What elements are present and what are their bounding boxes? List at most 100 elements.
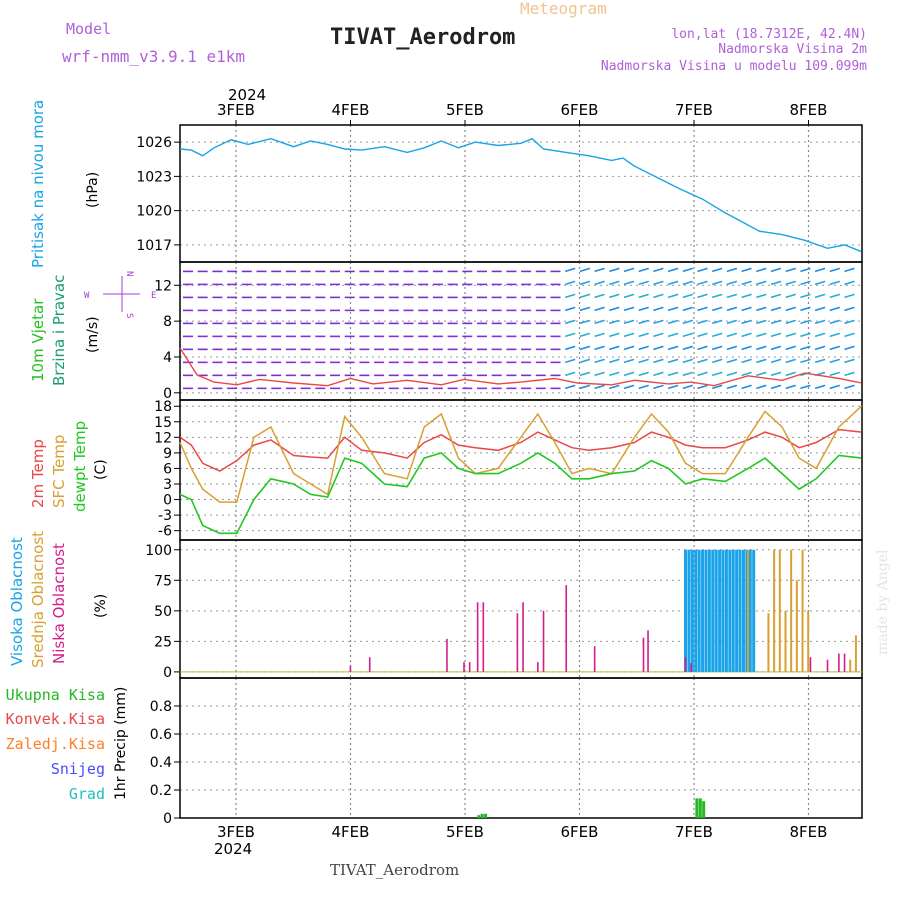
cloud-bar bbox=[707, 549, 711, 672]
wind-barb bbox=[697, 384, 708, 390]
wind-barb bbox=[829, 267, 841, 273]
wind-barb bbox=[785, 332, 796, 338]
y-tick-label: 100 bbox=[145, 543, 172, 559]
wind-barb bbox=[829, 293, 841, 299]
wind-barb bbox=[579, 332, 591, 338]
y-tick-label: 9 bbox=[163, 446, 172, 462]
y-tick-label: 8 bbox=[163, 314, 172, 330]
y-tick-label: 18 bbox=[154, 399, 172, 415]
compass-w: W bbox=[84, 291, 90, 301]
wind-barb bbox=[697, 345, 708, 351]
y-tick-label: 0.8 bbox=[150, 699, 172, 715]
wind-barb bbox=[756, 358, 767, 364]
wind-barb bbox=[623, 358, 635, 364]
wind-barb bbox=[653, 319, 664, 325]
precip-bar bbox=[702, 801, 706, 818]
y-tick-label: 0 bbox=[163, 665, 172, 681]
wind-barb bbox=[741, 358, 752, 364]
wind-barb bbox=[594, 358, 605, 364]
wind-barb bbox=[564, 345, 576, 351]
wind-barb bbox=[653, 332, 664, 338]
wind-barb bbox=[609, 319, 620, 325]
wind-barb bbox=[711, 280, 723, 286]
wind-barb bbox=[594, 371, 605, 377]
subtitle: Meteogram bbox=[520, 0, 607, 18]
wind-barb bbox=[814, 332, 826, 338]
wind-barb bbox=[594, 293, 605, 299]
year-top: 2024 bbox=[228, 86, 266, 104]
cloud-bar bbox=[476, 602, 479, 672]
wind-barb bbox=[844, 267, 855, 273]
wind-barb bbox=[667, 332, 679, 338]
wind-barb bbox=[756, 267, 767, 273]
wind-barb bbox=[844, 280, 855, 286]
y-tick-label: 12 bbox=[154, 430, 172, 446]
wind-barb bbox=[844, 306, 855, 312]
wind-barb bbox=[726, 332, 738, 338]
wind-barb bbox=[579, 371, 591, 377]
wind-barb bbox=[609, 345, 620, 351]
temp-unit: (C) bbox=[93, 459, 109, 480]
wind-barb bbox=[609, 293, 620, 299]
year-bottom: 2024 bbox=[214, 840, 252, 858]
wind-barb bbox=[711, 332, 723, 338]
wind-barb bbox=[756, 371, 767, 377]
wind-barb bbox=[667, 267, 679, 273]
wind-barb bbox=[564, 384, 576, 390]
wind-barb bbox=[594, 345, 605, 351]
wind-barb bbox=[770, 293, 782, 299]
wind-barb bbox=[667, 319, 679, 325]
precip-legend-graupel: Grad bbox=[69, 785, 105, 803]
footer-title: TIVAT_Aerodrom bbox=[330, 861, 459, 879]
y-tick-label: 75 bbox=[154, 573, 172, 589]
cloud-bar bbox=[735, 549, 739, 672]
x-tick-label-bottom: 5FEB bbox=[446, 823, 484, 841]
wind-barb bbox=[653, 358, 664, 364]
mid-cloud-axis-label: Srednja Oblacnost bbox=[29, 531, 47, 668]
wind-barb bbox=[800, 267, 811, 273]
wind-barb bbox=[770, 280, 782, 286]
y-tick-label: 15 bbox=[154, 415, 172, 431]
y-tick-label: 1020 bbox=[136, 204, 172, 220]
wind-barb bbox=[638, 371, 649, 377]
cloud-bar bbox=[826, 659, 829, 672]
wind-barb bbox=[579, 293, 591, 299]
wind-barb bbox=[682, 371, 694, 377]
precip-legend-snow: Snijeg bbox=[51, 760, 105, 778]
wind-barb bbox=[667, 384, 679, 390]
wind-barb bbox=[726, 358, 738, 364]
wind-barb bbox=[741, 319, 752, 325]
wind-barb bbox=[697, 332, 708, 338]
wind-barb bbox=[785, 280, 796, 286]
cloud-bar bbox=[368, 657, 371, 672]
wind-barb bbox=[653, 345, 664, 351]
precip-legend-conv: Konvek.Kisa bbox=[6, 710, 105, 728]
wind-barb bbox=[594, 384, 605, 390]
cloud-bar bbox=[690, 663, 692, 672]
x-tick-label-top: 5FEB bbox=[446, 101, 484, 119]
wind-barb bbox=[653, 306, 664, 312]
wind-barb bbox=[697, 319, 708, 325]
wind-barb bbox=[711, 345, 723, 351]
y-tick-label: 4 bbox=[163, 350, 172, 366]
cloud-bar bbox=[537, 662, 539, 672]
wind-barb bbox=[638, 319, 649, 325]
wind-barb bbox=[726, 293, 738, 299]
wind-barb bbox=[756, 293, 767, 299]
wind-barb bbox=[638, 267, 649, 273]
wind-unit: (m/s) bbox=[85, 316, 101, 353]
y-tick-label: 0.6 bbox=[150, 727, 172, 743]
wind-barb bbox=[829, 280, 841, 286]
cloud-bar bbox=[721, 549, 725, 672]
wind-barb bbox=[667, 280, 679, 286]
wind-barb bbox=[814, 306, 826, 312]
x-tick-label-bottom: 8FEB bbox=[790, 823, 828, 841]
cloud-bar bbox=[446, 638, 448, 672]
watermark: made by Angel bbox=[875, 549, 891, 655]
wind-barb bbox=[770, 332, 782, 338]
wind-barb bbox=[594, 319, 605, 325]
wind-barb bbox=[564, 293, 576, 299]
panel-frame bbox=[179, 399, 863, 541]
wind-barb bbox=[609, 306, 620, 312]
wind-barb bbox=[844, 358, 855, 364]
